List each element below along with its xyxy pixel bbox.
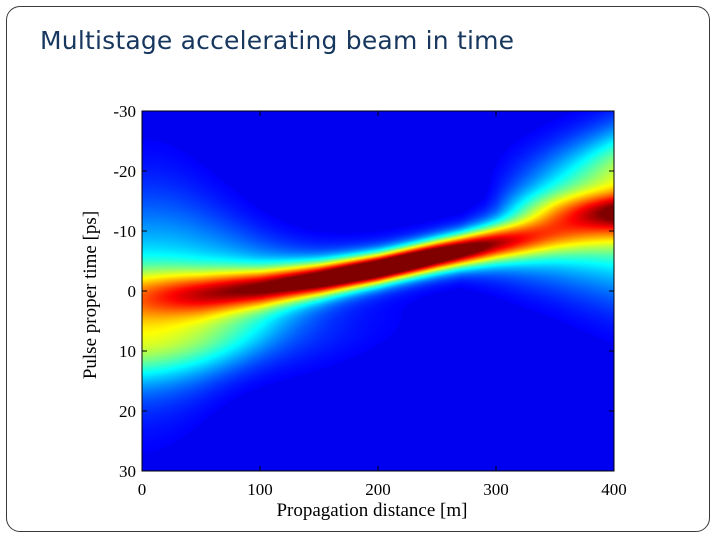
y-axis: -30 -20 -10 0 10 20 30 (113, 102, 614, 481)
y-tick-label: 20 (119, 402, 136, 421)
heatmap-container (142, 111, 614, 471)
x-axis-label: Propagation distance [m] (276, 500, 467, 521)
x-tick-label: 400 (601, 480, 627, 499)
x-tick-label: 100 (247, 480, 273, 499)
heatmap-canvas (142, 111, 614, 471)
x-tick-label: 300 (483, 480, 509, 499)
y-tick-label: -20 (113, 162, 136, 181)
y-tick-label: -30 (113, 102, 136, 121)
y-tick-label: 30 (119, 462, 136, 481)
y-tick-label: -10 (113, 222, 136, 241)
y-tick-label: 10 (119, 342, 136, 361)
x-tick-label: 0 (138, 480, 147, 499)
x-tick-label: 200 (365, 480, 391, 499)
slide-title: Multistage accelerating beam in time (40, 26, 515, 55)
y-tick-label: 0 (128, 282, 137, 301)
y-axis-label: Pulse proper time [ps] (80, 211, 101, 379)
x-axis: 0 100 200 300 400 (138, 111, 627, 499)
